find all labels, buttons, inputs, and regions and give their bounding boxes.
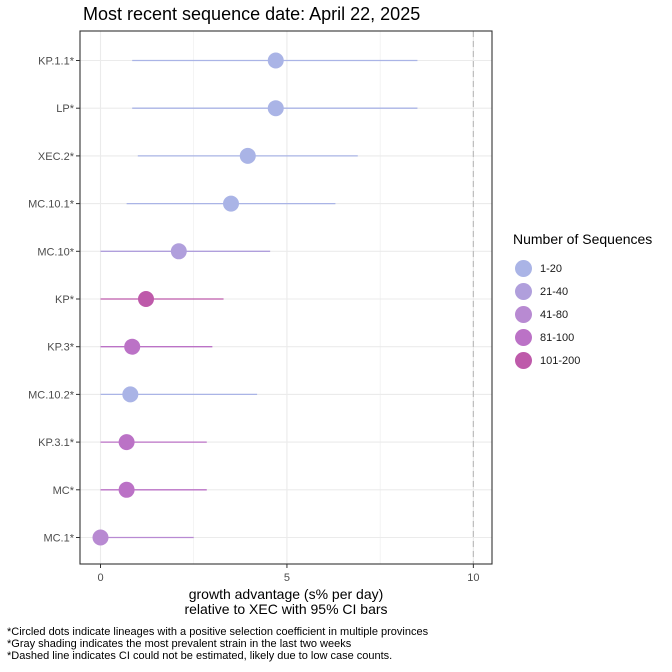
data-point [92, 529, 109, 546]
data-point [124, 338, 141, 355]
data-point [118, 434, 135, 451]
footnote: *Circled dots indicate lineages with a p… [7, 626, 429, 638]
y-tick-label: MC.1* [43, 533, 74, 545]
legend-swatch [515, 352, 532, 369]
x-tick-label: 5 [284, 572, 290, 584]
chart-title: Most recent sequence date: April 22, 202… [83, 4, 421, 24]
legend-label: 81-100 [540, 331, 575, 344]
footnotes: *Circled dots indicate lineages with a p… [7, 626, 428, 662]
data-point [223, 195, 240, 212]
legend-swatch [515, 329, 532, 346]
legend-label: 41-80 [540, 308, 569, 321]
legend-label: 1-20 [540, 262, 563, 275]
y-tick-label: MC* [53, 485, 75, 497]
y-tick-label: MC.10* [37, 246, 74, 258]
y-tick-label: LP* [56, 103, 74, 115]
legend-item: 21-40 [513, 280, 652, 303]
x-axis-label-line: growth advantage (s% per day) [188, 586, 384, 602]
footnote: *Gray shading indicates the most prevale… [7, 638, 352, 650]
y-tick-label: KP.3* [47, 342, 74, 354]
plot-border [79, 30, 493, 565]
x-axis-label: growth advantage (s% per day) relative t… [80, 587, 492, 617]
legend-item: 81-100 [513, 326, 652, 349]
data-point [267, 52, 284, 69]
y-tick-label: KP.3.1* [38, 437, 75, 449]
legend-swatch [515, 306, 532, 323]
footnote: *Dashed line indicates CI could not be e… [7, 650, 393, 662]
x-tick-label: 0 [97, 572, 103, 584]
legend: Number of Sequences 1-20 21-40 41-80 81-… [513, 231, 652, 372]
data-point [170, 243, 187, 260]
data-point [267, 100, 284, 117]
legend-title: Number of Sequences [513, 231, 653, 247]
y-tick-label: KP* [55, 294, 75, 306]
legend-swatch [515, 260, 532, 277]
y-tick-label: MC.10.2* [28, 389, 75, 401]
y-tick-label: KP.1.1* [38, 56, 75, 68]
data-point [122, 386, 139, 403]
x-tick-label: 10 [467, 572, 479, 584]
legend-swatch [515, 283, 532, 300]
y-tick-label: XEC.2* [38, 151, 75, 163]
data-point [118, 481, 135, 498]
legend-label: 101-200 [540, 354, 581, 367]
x-axis-label-line: relative to XEC with 95% CI bars [184, 601, 388, 617]
legend-item: 1-20 [513, 257, 652, 280]
legend-label: 21-40 [540, 285, 569, 298]
data-point [239, 147, 256, 164]
legend-item: 41-80 [513, 303, 652, 326]
legend-item: 101-200 [513, 349, 652, 372]
y-tick-label: MC.10.1* [28, 199, 75, 211]
data-point [137, 291, 154, 307]
